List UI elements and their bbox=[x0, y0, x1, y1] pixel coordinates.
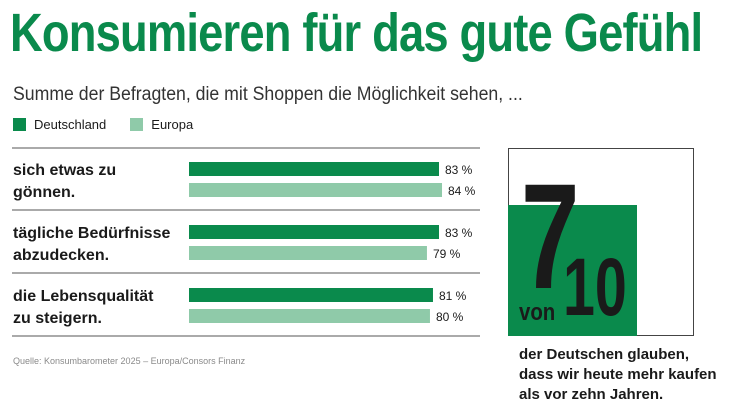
data-label: 84 % bbox=[448, 184, 476, 198]
bar-europa bbox=[189, 309, 430, 323]
legend-label-europa: Europa bbox=[151, 117, 194, 132]
bar-europa bbox=[189, 246, 427, 260]
stat-caption-line: als vor zehn Jahren. bbox=[519, 386, 664, 403]
stat-green-block bbox=[508, 205, 637, 336]
data-label: 83 % bbox=[445, 163, 473, 177]
legend-label-deutschland: Deutschland bbox=[34, 117, 107, 132]
category-label: zu steigern. bbox=[13, 310, 102, 327]
legend-swatch-europa bbox=[130, 118, 144, 131]
category-label: die Lebensqualität bbox=[13, 288, 154, 305]
category-label: abzudecken. bbox=[13, 247, 109, 264]
data-label: 81 % bbox=[439, 289, 467, 303]
data-label: 80 % bbox=[436, 310, 464, 324]
category-label: gönnen. bbox=[13, 184, 75, 201]
page-title: Konsumieren für das gute Gefühl bbox=[10, 3, 703, 63]
category-label: tägliche Bedürfnisse bbox=[13, 225, 170, 242]
bar-europa bbox=[189, 183, 443, 197]
stat-denominator: 10 bbox=[563, 242, 627, 333]
chart-subtitle: Summe der Befragten, die mit Shoppen die… bbox=[13, 84, 523, 105]
bar-chart: sich etwas zu gönnen. 83 % 84 % tägliche Bed… bbox=[12, 147, 480, 337]
bar-deutschland bbox=[189, 288, 433, 302]
stat-von: von bbox=[519, 299, 556, 326]
bar-deutschland bbox=[189, 225, 439, 239]
stat-caption: der Deutschen glauben, dass wir heute me… bbox=[519, 345, 755, 405]
legend-item-europa: Europa bbox=[130, 117, 193, 132]
legend-item-deutschland: Deutschland bbox=[13, 117, 106, 132]
source-note: Quelle: Konsumbarometer 2025 – Europa/Co… bbox=[13, 356, 246, 366]
legend-swatch-deutschland bbox=[13, 118, 26, 131]
category-label: sich etwas zu bbox=[13, 162, 116, 179]
bar-deutschland bbox=[189, 162, 439, 176]
data-label: 79 % bbox=[433, 247, 461, 261]
stat-caption-line: der Deutschen glauben, bbox=[519, 346, 690, 363]
stat-numerator: 7 bbox=[521, 152, 580, 320]
chart-legend: Deutschland Europa bbox=[13, 117, 217, 132]
stat-caption-line: dass wir heute mehr kaufen bbox=[519, 366, 717, 383]
data-label: 83 % bbox=[445, 226, 473, 240]
